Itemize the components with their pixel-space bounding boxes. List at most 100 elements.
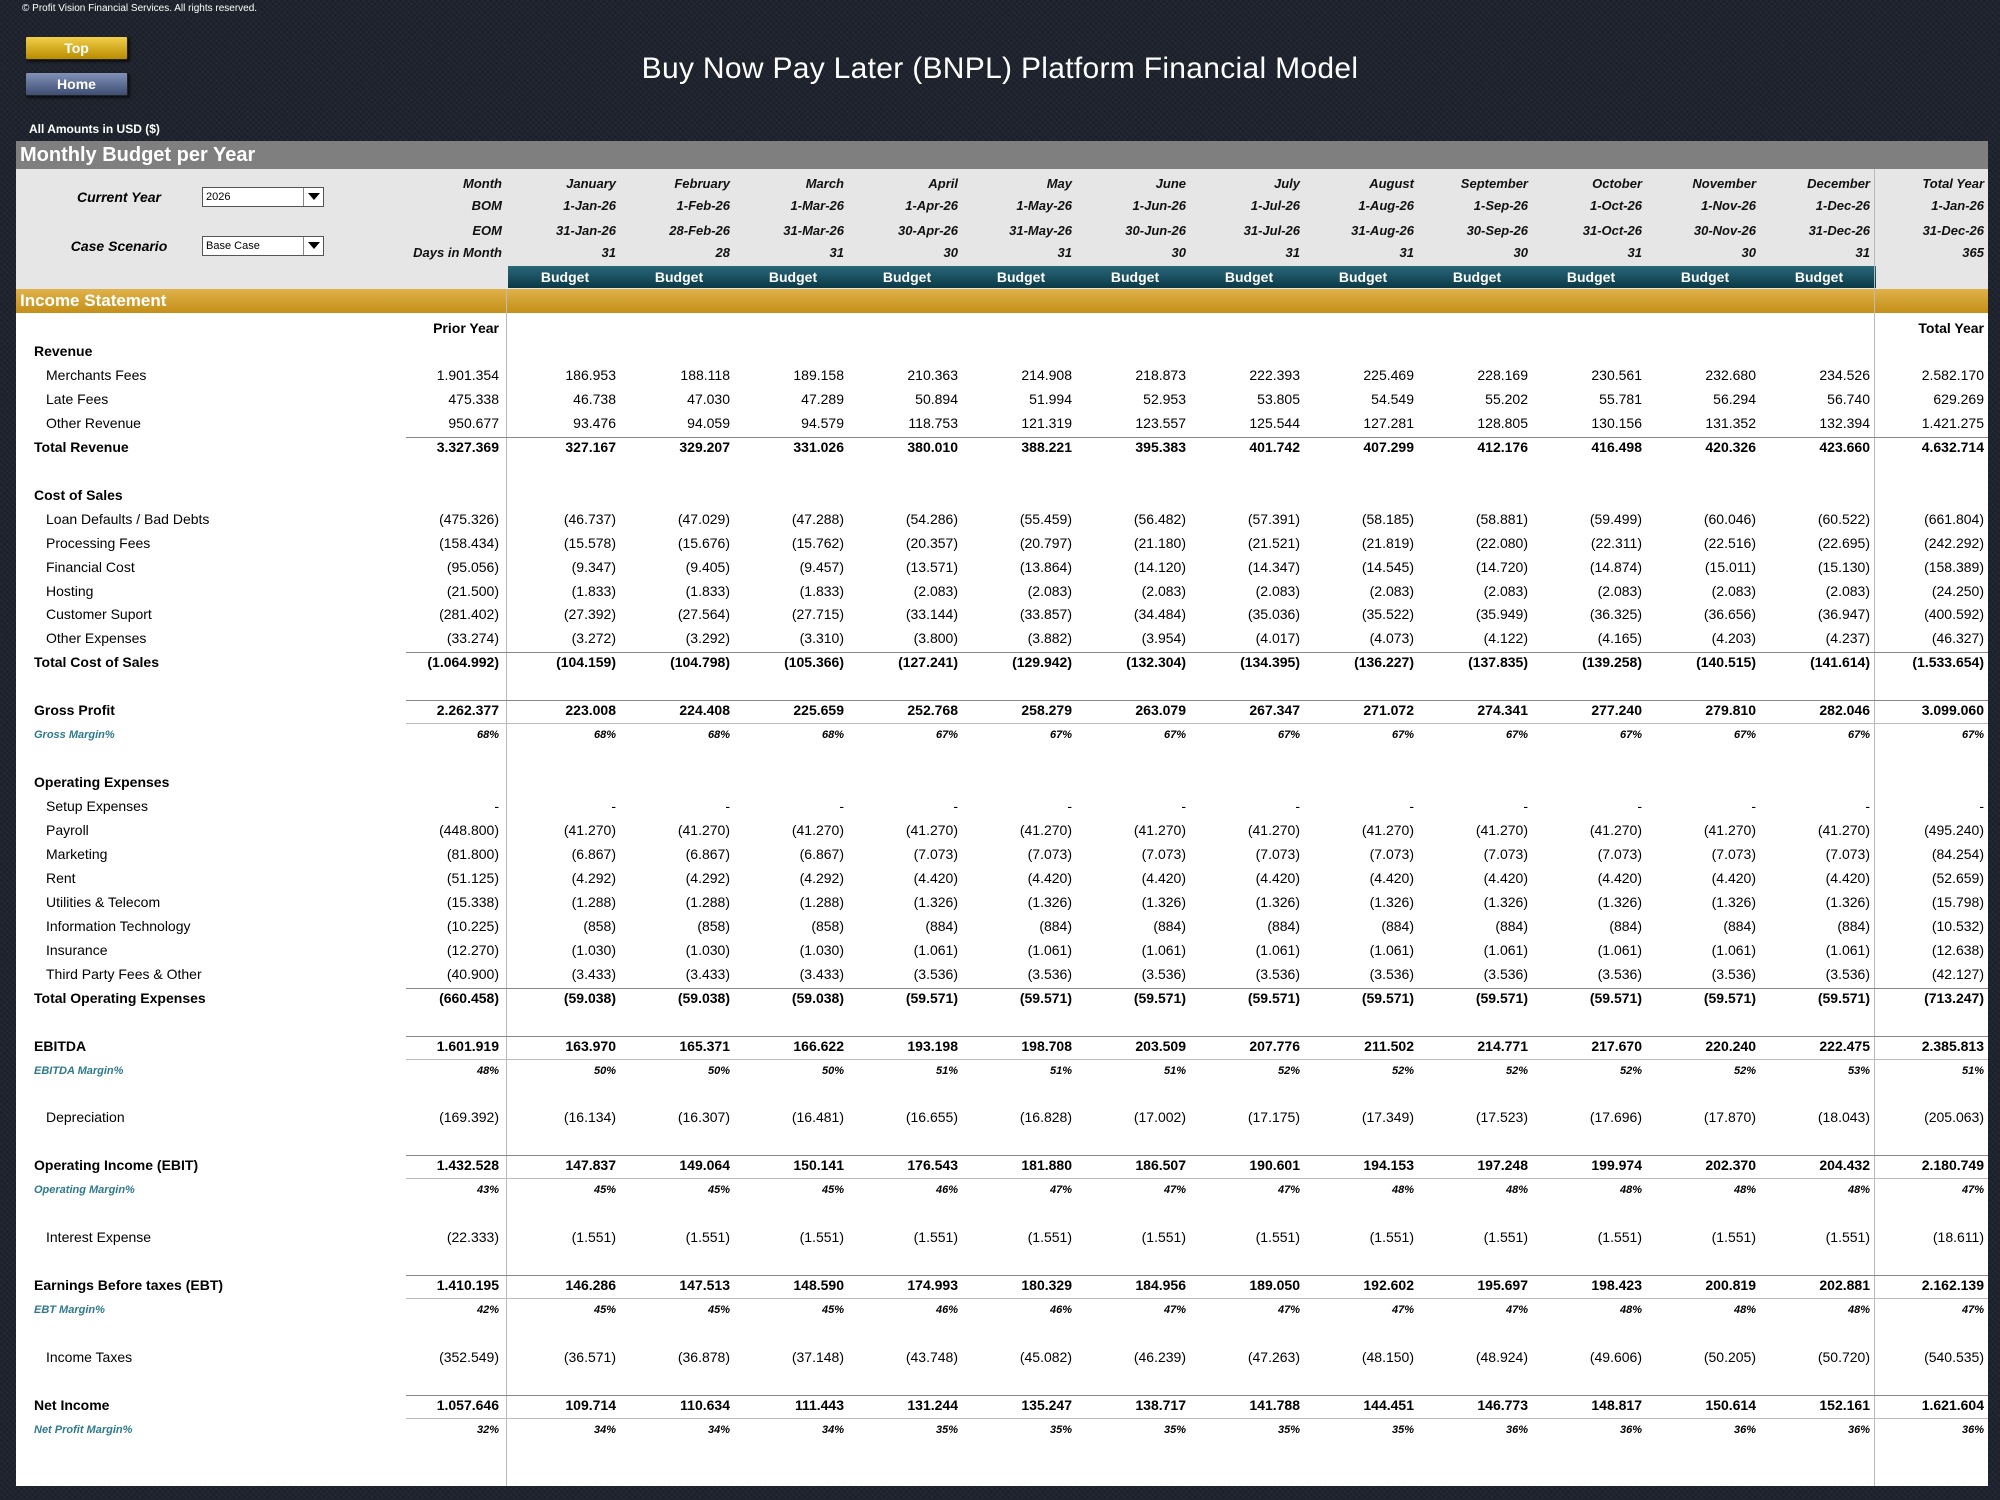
chevron-down-icon[interactable] <box>303 188 323 206</box>
value-cell: (35.949) <box>1475 606 1528 623</box>
value-cell: 329.207 <box>679 438 730 455</box>
spreadsheet-area: Monthly Budget per Year Current Year 202… <box>16 141 1988 1486</box>
value-cell: 118.753 <box>908 414 958 431</box>
row-label: EBITDA <box>34 1037 87 1054</box>
value-cell: 147.513 <box>679 1277 730 1294</box>
value-cell: (884) <box>1837 917 1870 934</box>
chevron-down-icon[interactable] <box>303 237 323 255</box>
budget-column-header: Budget <box>1534 266 1648 288</box>
value-cell: (59.571) <box>1133 989 1186 1006</box>
value-cell: 52.953 <box>1143 390 1186 407</box>
top-button[interactable]: Top <box>25 36 128 60</box>
value-cell: (134.395) <box>1240 654 1300 671</box>
value-cell: (1.326) <box>1027 893 1072 910</box>
value-cell: 47.289 <box>801 390 844 407</box>
value-cell: (884) <box>1039 917 1072 934</box>
month-header-eom: 31-Jul-26 <box>1243 223 1300 238</box>
value-cell: 144.451 <box>1363 1396 1414 1413</box>
month-header-eom: 31-Oct-26 <box>1582 223 1642 238</box>
value-cell: (41.270) <box>1475 822 1528 838</box>
total-header-bom: 1-Jan-26 <box>1931 198 1984 213</box>
budget-column-header: Budget <box>1762 266 1876 288</box>
margin-cell: 67% <box>935 729 958 742</box>
month-header-eom: 30-Apr-26 <box>898 223 958 238</box>
month-header-name: October <box>1592 176 1642 191</box>
month-header-name: June <box>1155 176 1186 191</box>
value-cell: (60.046) <box>1703 510 1756 527</box>
value-cell: (1.551) <box>1483 1229 1528 1246</box>
value-cell: 135.247 <box>1021 1396 1072 1413</box>
value-cell: (1.833) <box>799 582 844 599</box>
value-cell: 174.993 <box>907 1277 958 1294</box>
value-cell: (169.392) <box>439 1109 499 1126</box>
value-cell: (48.150) <box>1361 1348 1414 1365</box>
value-cell: (1.288) <box>571 893 616 910</box>
value-cell: (3.292) <box>685 630 730 647</box>
row-top-border <box>406 1178 1988 1180</box>
case-scenario-value: Base Case <box>206 240 260 252</box>
value-cell: (59.571) <box>905 989 958 1006</box>
value-cell: 223.008 <box>565 702 616 719</box>
value-cell: (1.551) <box>1027 1229 1072 1246</box>
budget-column-header: Budget <box>850 266 964 288</box>
value-cell: 277.240 <box>1591 702 1642 719</box>
value-cell: (4.420) <box>1483 869 1528 886</box>
value-cell: 258.279 <box>1021 702 1072 719</box>
value-cell: (3.433) <box>799 965 844 982</box>
case-scenario-dropdown[interactable]: Base Case <box>202 236 324 256</box>
value-cell: 271.072 <box>1363 702 1414 719</box>
value-cell: (36.878) <box>677 1348 730 1365</box>
value-cell: 186.507 <box>1135 1157 1186 1174</box>
row-top-border <box>406 1394 1988 1396</box>
value-cell: - <box>1181 798 1186 815</box>
value-cell: 232.680 <box>1705 366 1756 383</box>
margin-cell: 67% <box>1505 729 1528 742</box>
header-row-label: Month <box>463 176 502 191</box>
value-cell: 150.141 <box>793 1157 844 1174</box>
value-cell: (2.083) <box>1825 582 1870 599</box>
value-cell: (59.038) <box>563 989 616 1006</box>
value-cell: (17.002) <box>1133 1109 1186 1126</box>
value-cell: (17.696) <box>1589 1109 1642 1126</box>
month-header-name: November <box>1692 176 1756 191</box>
value-cell: 204.432 <box>1819 1157 1870 1174</box>
value-cell: 222.475 <box>1819 1037 1870 1054</box>
value-cell: (41.270) <box>563 822 616 838</box>
value-cell: (1.326) <box>1369 893 1414 910</box>
margin-cell: 47% <box>1505 1304 1528 1316</box>
home-button[interactable]: Home <box>25 72 128 96</box>
row-top-border <box>406 436 1988 438</box>
value-cell: (884) <box>1267 917 1300 934</box>
value-cell: 2.262.377 <box>436 702 499 719</box>
month-header-eom: 31-Mar-26 <box>783 223 844 238</box>
value-cell: (205.063) <box>1924 1109 1984 1126</box>
value-cell: (1.551) <box>1141 1229 1186 1246</box>
current-year-dropdown[interactable]: 2026 <box>202 187 324 207</box>
value-cell: 224.408 <box>679 702 730 719</box>
case-scenario-label: Case Scenario <box>70 238 168 254</box>
month-header-days: 30 <box>1171 245 1186 260</box>
value-cell: (2.083) <box>1483 582 1528 599</box>
value-cell: 150.614 <box>1705 1396 1756 1413</box>
month-header-name: March <box>805 176 844 191</box>
row-label: Information Technology <box>46 917 191 934</box>
month-header-name: January <box>566 176 616 191</box>
row-label: EBITDA Margin% <box>34 1064 124 1077</box>
month-header-name: July <box>1273 176 1300 191</box>
value-cell: (2.083) <box>1711 582 1756 599</box>
value-cell: 53.805 <box>1257 390 1300 407</box>
value-cell: (47.029) <box>677 510 730 527</box>
value-cell: (35.522) <box>1361 606 1414 623</box>
value-cell: (41.270) <box>905 822 958 838</box>
value-cell: 629.269 <box>1933 390 1984 407</box>
value-cell: 214.908 <box>1021 366 1072 383</box>
header-row-label: Days in Month <box>413 245 502 260</box>
month-header-days: 30 <box>1513 245 1528 260</box>
row-label: Income Taxes <box>46 1348 133 1365</box>
value-cell: (9.347) <box>571 558 616 575</box>
value-cell: (50.205) <box>1703 1348 1756 1365</box>
value-cell: (47.288) <box>791 510 844 527</box>
value-cell: (7.073) <box>1597 845 1642 862</box>
value-cell: (47.263) <box>1247 1348 1300 1365</box>
value-cell: (50.720) <box>1817 1348 1870 1365</box>
